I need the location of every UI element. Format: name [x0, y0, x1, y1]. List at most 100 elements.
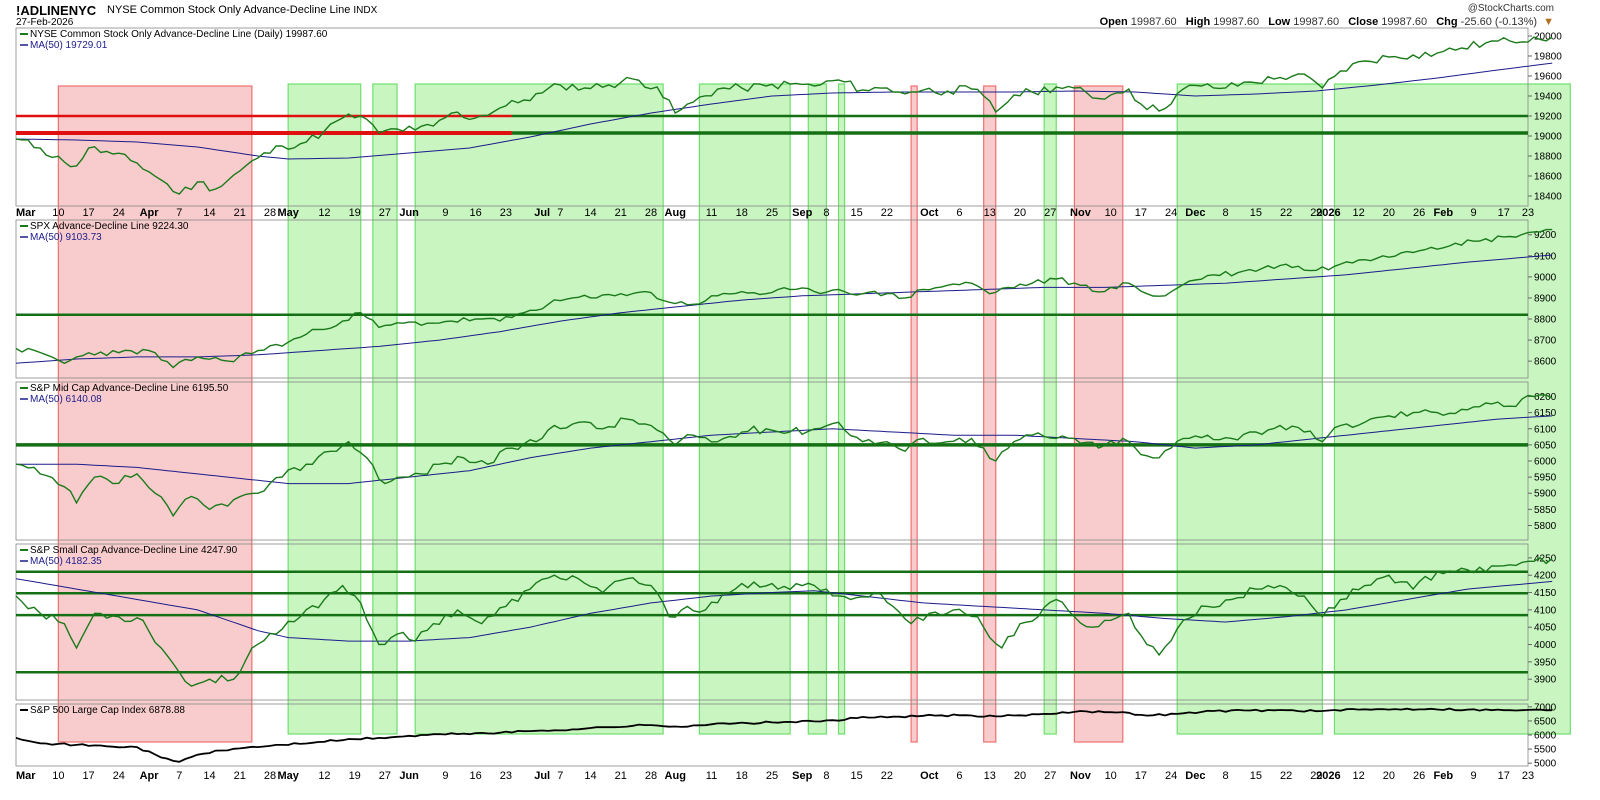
x-tick-label: 2026	[1316, 770, 1340, 782]
x-tick-label: 2026	[1316, 207, 1340, 219]
y-tick-label: 8600	[1534, 357, 1557, 368]
x-tick-label: Jun	[399, 770, 419, 782]
x-tick-label: 20	[1383, 207, 1395, 219]
x-tick-label: 22	[881, 770, 893, 782]
ad-line	[15, 556, 1553, 687]
x-tick-label: Sep	[792, 207, 812, 219]
y-tick-label: 19600	[1534, 72, 1562, 83]
x-tick-label: Nov	[1070, 207, 1092, 219]
x-tick-label: 28	[264, 770, 276, 782]
x-tick-label: Apr	[140, 770, 160, 782]
chart-symbol: !ADLINENYC	[16, 3, 97, 18]
symbol-exchange: INDX	[353, 5, 378, 16]
chart-date: 27-Feb-2026	[16, 17, 74, 28]
x-tick-label: 19	[349, 207, 361, 219]
panel-3: 3900 3950 4000 4050 4100 4150 4200 4250 S&P Smal…	[15, 543, 1557, 701]
x-tick-label: 21	[234, 770, 246, 782]
x-tick-label: 17	[82, 207, 94, 219]
y-tick-label: 4150	[1534, 588, 1557, 599]
x-tick-label: 13	[984, 770, 996, 782]
green-zone-9	[1043, 83, 1057, 735]
green-zone-1	[287, 83, 362, 735]
x-tick-label: 10	[52, 207, 64, 219]
legend-series-label: S&P 500 Large Cap Index 6878.88	[30, 705, 185, 716]
x-tick-label: Dec	[1185, 207, 1205, 219]
ma50-line	[15, 254, 1553, 364]
x-tick-label: 9	[1471, 770, 1477, 782]
x-tick-label: 9	[442, 770, 448, 782]
x-tick-label: 18	[736, 770, 748, 782]
x-tick-label: 15	[1250, 770, 1262, 782]
y-tick-label: 7000	[1534, 702, 1557, 713]
x-tick-label: 16	[470, 770, 482, 782]
x-tick-label: Nov	[1070, 770, 1092, 782]
red-zone-0	[57, 85, 253, 743]
ad-line	[15, 36, 1553, 195]
x-tick-label: 12	[1353, 770, 1365, 782]
y-tick-label: 8800	[1534, 315, 1557, 326]
x-tick-label: 22	[881, 207, 893, 219]
x-tick-label: 21	[234, 207, 246, 219]
down-arrow-icon: ▼	[1543, 16, 1554, 28]
x-tick-label: Jun	[399, 207, 419, 219]
red-zone-8	[983, 85, 997, 743]
chart-full-name: NYSE Common Stock Only Advance-Decline L…	[107, 4, 377, 16]
x-tick-label: 14	[584, 207, 596, 219]
green-zone-3	[414, 83, 664, 735]
x-tick-label: Jul	[534, 770, 550, 782]
ohlc-readout: Open 19987.60 High 19987.60 Low 19987.60…	[1100, 16, 1554, 28]
x-tick-label: May	[277, 770, 299, 782]
y-tick-label: 5850	[1534, 505, 1557, 516]
legend-ma-label: MA(50) 6140.08	[30, 394, 102, 405]
x-tick-label: 12	[1353, 207, 1365, 219]
x-tick-label: 7	[557, 770, 563, 782]
close-label: Close	[1348, 16, 1379, 28]
x-tick-label: 9	[1471, 207, 1477, 219]
legend-series-label: SPX Advance-Decline Line 9224.30	[30, 221, 189, 232]
x-tick-label: 28	[645, 770, 657, 782]
y-tick-label: 4100	[1534, 605, 1557, 616]
low-value: 19987.60	[1293, 16, 1340, 28]
x-tick-label: 14	[203, 207, 215, 219]
close-value: 19987.60	[1381, 16, 1428, 28]
x-tick-label: 6	[956, 770, 962, 782]
x-tick-label: 11	[706, 207, 717, 219]
y-tick-label: 6100	[1534, 424, 1557, 435]
x-tick-label: Mar	[16, 770, 36, 782]
x-tick-label: 27	[1044, 207, 1056, 219]
x-tick-label: 25	[766, 207, 778, 219]
y-tick-label: 5000	[1534, 759, 1557, 770]
y-tick-label: 18800	[1534, 152, 1562, 163]
x-tick-label: 8	[1223, 207, 1229, 219]
y-tick-label: 4050	[1534, 623, 1557, 634]
x-tick-label: 17	[1498, 770, 1510, 782]
panel-2: 5800 5850 5900 5950 6000 6050 6100 6150 6200 S&P …	[15, 381, 1557, 541]
y-tick-label: 3900	[1534, 675, 1557, 686]
y-tick-label: 18400	[1534, 192, 1562, 203]
x-tick-label: 20	[1383, 770, 1395, 782]
legend-ma-label: MA(50) 9103.73	[30, 232, 102, 243]
y-tick-label: 6200	[1534, 392, 1557, 403]
x-tick-label: 28	[264, 207, 276, 219]
green-zone-6	[837, 83, 846, 735]
x-tick-label: Aug	[665, 770, 686, 782]
y-tick-label: 3950	[1534, 657, 1557, 668]
panel-frame	[15, 543, 1529, 701]
x-tick-label: 7	[557, 207, 563, 219]
y-tick-label: 6050	[1534, 440, 1557, 451]
legend-series-label: S&P Small Cap Advance-Decline Line 4247.…	[30, 545, 238, 556]
green-zone-2	[372, 83, 398, 735]
y-tick-label: 5800	[1534, 521, 1557, 532]
y-tick-label: 5950	[1534, 473, 1557, 484]
y-tick-label: 18600	[1534, 172, 1562, 183]
x-tick-label: 22	[1280, 770, 1292, 782]
high-value: 19987.60	[1213, 16, 1260, 28]
y-tick-label: 19800	[1534, 52, 1562, 63]
x-tick-label: 20	[1014, 207, 1026, 219]
x-tick-label: Feb	[1434, 770, 1454, 782]
x-tick-label: 20	[1014, 770, 1026, 782]
ad-line	[15, 228, 1553, 369]
x-tick-label: 10	[52, 770, 64, 782]
y-tick-label: 6150	[1534, 408, 1557, 419]
